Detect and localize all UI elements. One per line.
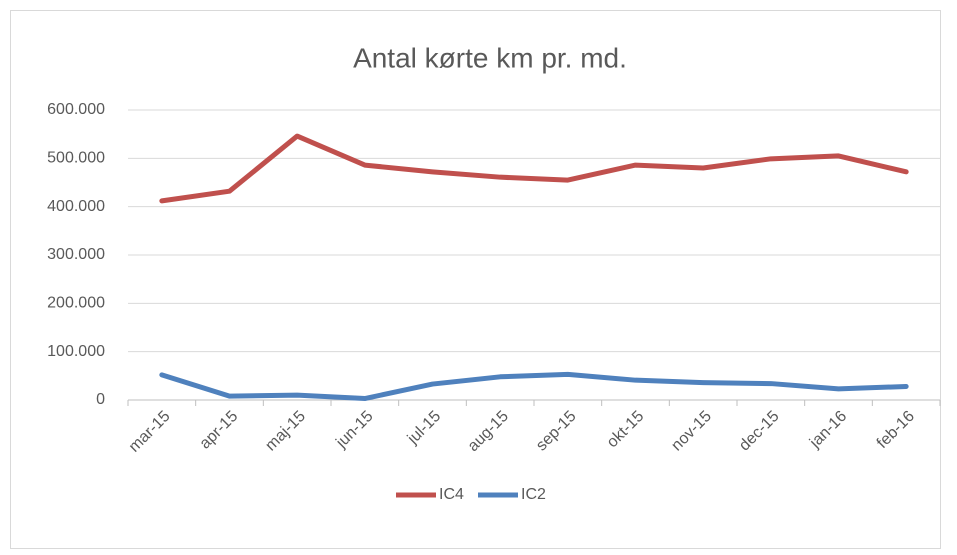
- y-tick-label: 400.000: [47, 198, 105, 215]
- y-tick-label: 500.000: [47, 150, 105, 167]
- legend-label: IC2: [521, 486, 546, 503]
- chart-title: Antal kørte km pr. md.: [353, 42, 627, 73]
- y-tick-label: 0: [96, 391, 105, 408]
- series-line: [159, 371, 909, 402]
- legend-label: IC4: [439, 486, 464, 503]
- series-line: [159, 133, 909, 204]
- y-tick-label: 300.000: [47, 246, 105, 263]
- y-tick-label: 200.000: [47, 295, 105, 312]
- y-tick-label: 600.000: [47, 101, 105, 118]
- chart-border: [10, 10, 941, 549]
- y-tick-label: 100.000: [47, 343, 105, 360]
